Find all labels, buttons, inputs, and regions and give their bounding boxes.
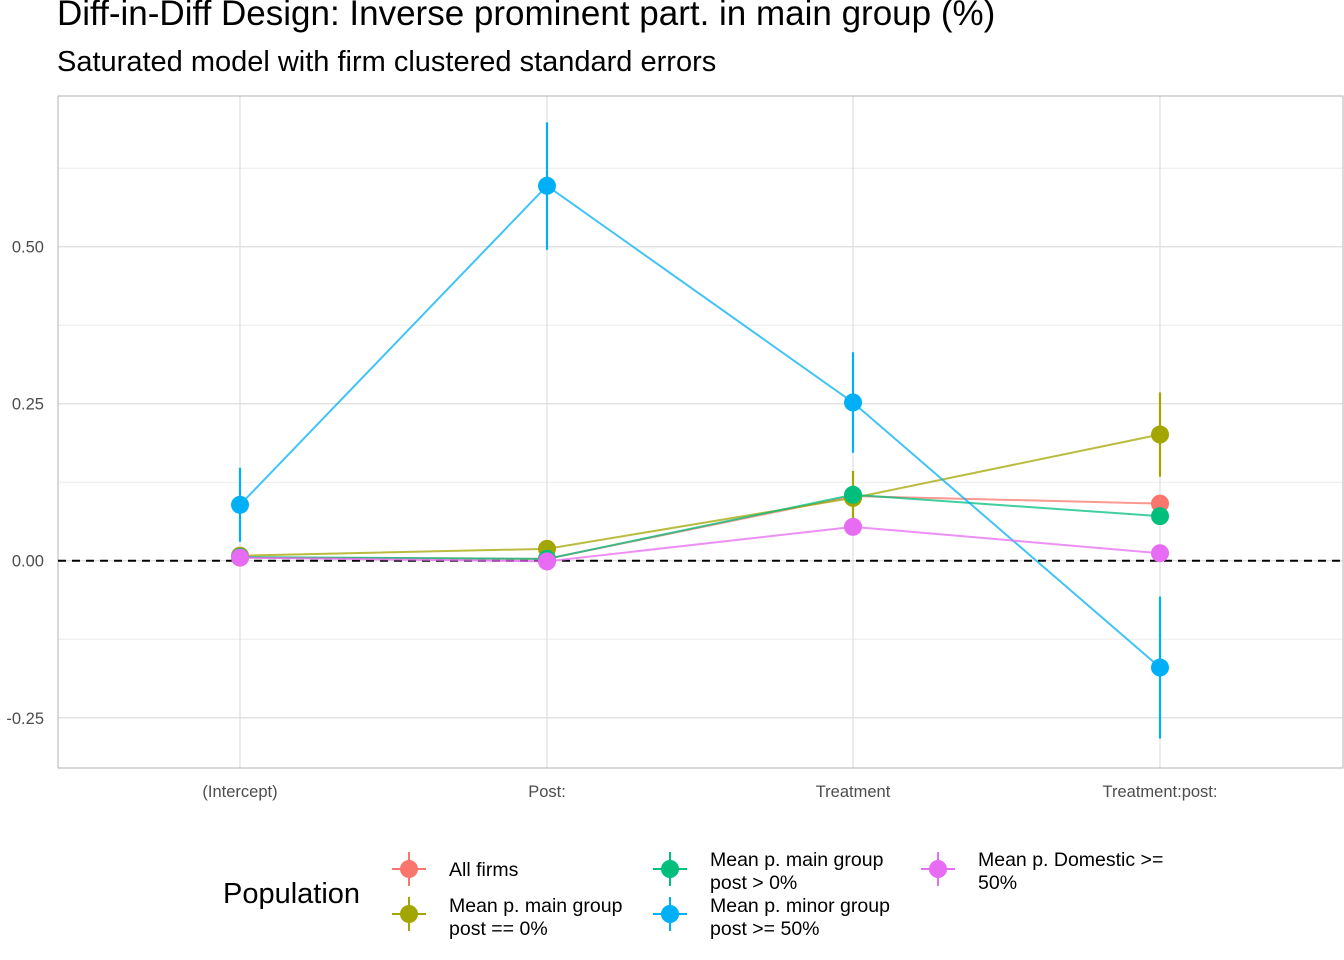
legend-key: [921, 852, 955, 886]
y-tick-label: -0.25: [6, 710, 44, 728]
data-point: [538, 176, 556, 195]
data-point: [1151, 425, 1169, 444]
data-point: [844, 393, 862, 412]
legend-key: [392, 897, 426, 931]
legend-label: Mean p. minor group post >= 50%: [710, 895, 890, 940]
legend-label-line: post >= 50%: [710, 918, 820, 940]
major-gridlines: [58, 96, 1343, 768]
data-point: [844, 485, 862, 504]
data-point: [538, 552, 556, 571]
legend-key: [653, 897, 687, 931]
data-point: [1151, 544, 1169, 563]
x-axis-ticks: (Intercept) Post: Treatment Treatment:post:: [202, 783, 1217, 801]
data-point: [1151, 658, 1169, 677]
chart-title: Diff-in-Diff Design: Inverse prominent p…: [57, 0, 996, 33]
y-axis-ticks: -0.25 0.00 0.25 0.50: [6, 239, 44, 728]
x-tick-label: Treatment:post:: [1103, 783, 1218, 801]
legend-key: [653, 852, 687, 886]
data-point: [231, 495, 249, 514]
y-tick-label: 0.25: [12, 396, 44, 414]
legend-label-line: post == 0%: [449, 918, 548, 940]
legend-label-line: post > 0%: [710, 872, 797, 894]
legend-title: Population: [223, 878, 360, 910]
legend-label-line: All firms: [449, 859, 519, 881]
legend-key-point: [661, 905, 679, 923]
chart-subtitle: Saturated model with firm clustered stan…: [57, 46, 717, 78]
data-points: [231, 176, 1169, 677]
x-tick-label: Post:: [528, 783, 566, 801]
y-tick-label: 0.00: [12, 553, 44, 571]
legend-label-line: Mean p. main group: [710, 849, 884, 871]
data-point: [231, 548, 249, 567]
legend-key-point: [400, 905, 418, 923]
legend-label: All firms: [449, 859, 519, 881]
minor-gridlines: [58, 167, 1343, 640]
legend-key-point: [400, 860, 418, 878]
x-tick-label: (Intercept): [202, 783, 277, 801]
legend-label: Mean p. main group post > 0%: [710, 849, 884, 894]
series-line: [239, 184, 1161, 669]
error-bars: [238, 122, 1162, 739]
legend-label-line: Mean p. Domestic >=: [978, 849, 1163, 871]
series-lines: [239, 184, 1161, 669]
legend-label-line: 50%: [978, 872, 1017, 894]
data-point: [844, 517, 862, 536]
y-tick-label: 0.50: [12, 239, 44, 257]
series-line: [239, 525, 1161, 563]
legend-label: Mean p. Domestic >= 50%: [978, 849, 1163, 894]
data-point: [1151, 494, 1169, 513]
legend-key-point: [929, 860, 947, 878]
x-tick-label: Treatment: [816, 783, 891, 801]
legend-label: Mean p. main group post == 0%: [449, 895, 623, 940]
legend-key-point: [661, 860, 679, 878]
series-line: [239, 493, 1161, 560]
panel-border: [57, 95, 1344, 769]
legend-label-line: Mean p. main group: [449, 895, 623, 917]
legend-label-line: Mean p. minor group: [710, 895, 890, 917]
data-point: [1151, 507, 1169, 526]
series-line: [239, 433, 1161, 557]
legend-key: [392, 852, 426, 886]
